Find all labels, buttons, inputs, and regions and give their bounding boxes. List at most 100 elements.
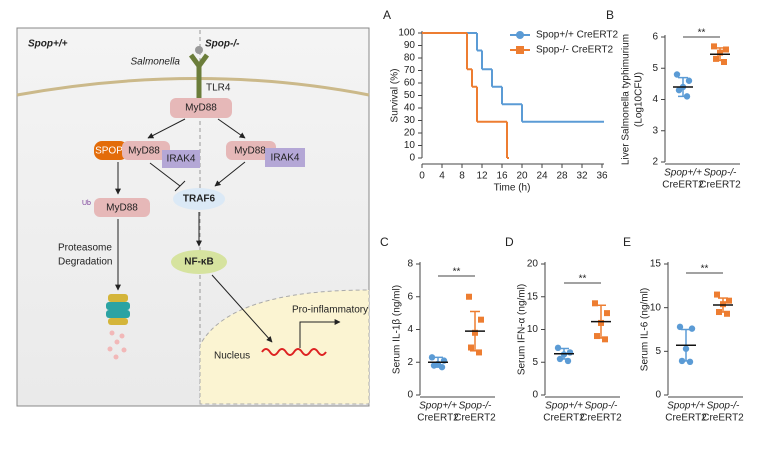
significance-label: **: [698, 28, 706, 39]
y-tick-label: 4: [407, 324, 413, 335]
x-tick-label: 8: [459, 171, 465, 182]
significance-label: **: [701, 264, 709, 275]
data-point: [726, 297, 732, 304]
data-point: [566, 349, 574, 356]
legend-label: Spop+/+ CreERT2: [536, 30, 619, 41]
data-point: [711, 43, 717, 50]
compartment-label: Nucleus: [214, 351, 250, 362]
irak4-node: [265, 148, 305, 167]
irak4-node: [162, 150, 200, 168]
output-label: Pro-inflammatory: [292, 305, 368, 316]
arrow: [217, 118, 246, 139]
x-tick-label: CreERT2: [665, 413, 707, 424]
x-tick-label: Spop-/-: [704, 168, 737, 179]
y-axis-label: Liver Salmonella typhimurium: [621, 34, 632, 165]
y-tick-label: 2: [652, 157, 658, 168]
data-point: [466, 293, 472, 300]
legend-label: Spop-/- CreERT2: [536, 45, 614, 56]
x-tick-label: CreERT2: [580, 413, 622, 424]
legend-marker: [516, 46, 524, 54]
y-tick-label: 6: [652, 32, 658, 43]
data-point: [721, 59, 727, 65]
nfkb-node: [171, 250, 227, 274]
y-tick-label: 20: [527, 259, 539, 270]
y-axis-label: (Log10CFU): [634, 72, 645, 127]
y-axis-label: Serum IL-1β (ng/ml): [392, 285, 403, 374]
data-point: [428, 354, 436, 361]
y-tick-label: 0: [409, 153, 415, 164]
x-tick-label: CreERT2: [662, 180, 704, 191]
node-label: MyD88: [185, 103, 217, 114]
bacterium: [195, 46, 203, 54]
x-tick-label: Spop+/+: [667, 401, 705, 412]
y-axis-label: Serum IL-6 (ng/ml): [640, 288, 651, 371]
ubiquitin-label: Ub: [82, 200, 91, 207]
transcription-arrow: [299, 319, 341, 348]
y-tick-label: 50: [404, 90, 416, 101]
x-tick-label: 28: [556, 171, 568, 182]
proteasome: [106, 294, 130, 325]
y-tick-label: 3: [652, 125, 658, 136]
significance-label: **: [579, 274, 587, 285]
y-tick-label: 0: [407, 390, 413, 401]
dna: [261, 348, 327, 356]
data-point: [594, 333, 600, 340]
y-tick-label: 90: [404, 40, 416, 51]
data-point: [673, 71, 681, 78]
myd88-node: [94, 198, 150, 217]
data-point: [686, 358, 694, 366]
y-tick-label: 0: [655, 390, 661, 401]
x-tick-label: Spop+/+: [545, 401, 583, 412]
y-tick-label: 10: [404, 140, 416, 151]
node-label: IRAK4: [167, 154, 196, 165]
x-tick-label: 24: [536, 171, 548, 182]
x-tick-label: 0: [419, 171, 425, 182]
pathogen-label: Salmonella: [131, 57, 181, 68]
data-point: [688, 325, 696, 332]
panel-letter: D: [505, 235, 514, 249]
x-tick-label: Spop-/-: [459, 401, 492, 412]
spop-node: [94, 141, 128, 160]
panel-letter: B: [606, 8, 614, 22]
x-tick-label: 32: [576, 171, 588, 182]
node-label: IRAK4: [271, 153, 300, 164]
y-tick-label: 10: [650, 302, 662, 313]
process-label: Proteasome: [58, 243, 112, 254]
pathway-diagram: Spop+/+ Spop-/- Salmonella TLR4 MyD88 SP…: [16, 27, 370, 407]
traf6-node: [173, 188, 225, 210]
genotype-label: Spop+/+: [28, 39, 68, 50]
y-axis-label: Survival (%): [390, 69, 401, 123]
myd88-node: [226, 141, 276, 160]
x-tick-label: Spop+/+: [419, 401, 457, 412]
arrow: [211, 274, 273, 343]
data-point: [604, 310, 610, 317]
x-tick-label: CreERT2: [699, 180, 741, 191]
myd88-node: [170, 98, 232, 118]
y-tick-label: 60: [404, 78, 416, 89]
panel-letter: E: [623, 235, 631, 249]
y-tick-label: 80: [404, 53, 416, 64]
node-label: MyD88: [234, 146, 266, 157]
x-tick-label: Spop-/-: [585, 401, 618, 412]
y-tick-label: 5: [652, 63, 658, 74]
arrow: [147, 118, 186, 139]
arrow: [214, 161, 246, 187]
data-point: [676, 323, 684, 331]
data-point: [592, 300, 598, 307]
x-axis-label: Time (h): [494, 183, 531, 194]
data-point: [476, 349, 482, 356]
y-tick-label: 4: [652, 94, 658, 105]
x-tick-label: 12: [476, 171, 488, 182]
process-label: Degradation: [58, 257, 112, 268]
y-tick-label: 15: [527, 291, 539, 302]
data-point: [714, 291, 720, 298]
y-tick-label: 6: [407, 291, 413, 302]
y-tick-label: 8: [407, 259, 413, 270]
x-tick-label: Spop-/-: [707, 401, 740, 412]
inhibition: [149, 162, 181, 187]
data-point: [602, 336, 608, 343]
myd88-node: [122, 141, 170, 160]
x-tick-label: 4: [439, 171, 445, 182]
data-point: [723, 46, 729, 53]
